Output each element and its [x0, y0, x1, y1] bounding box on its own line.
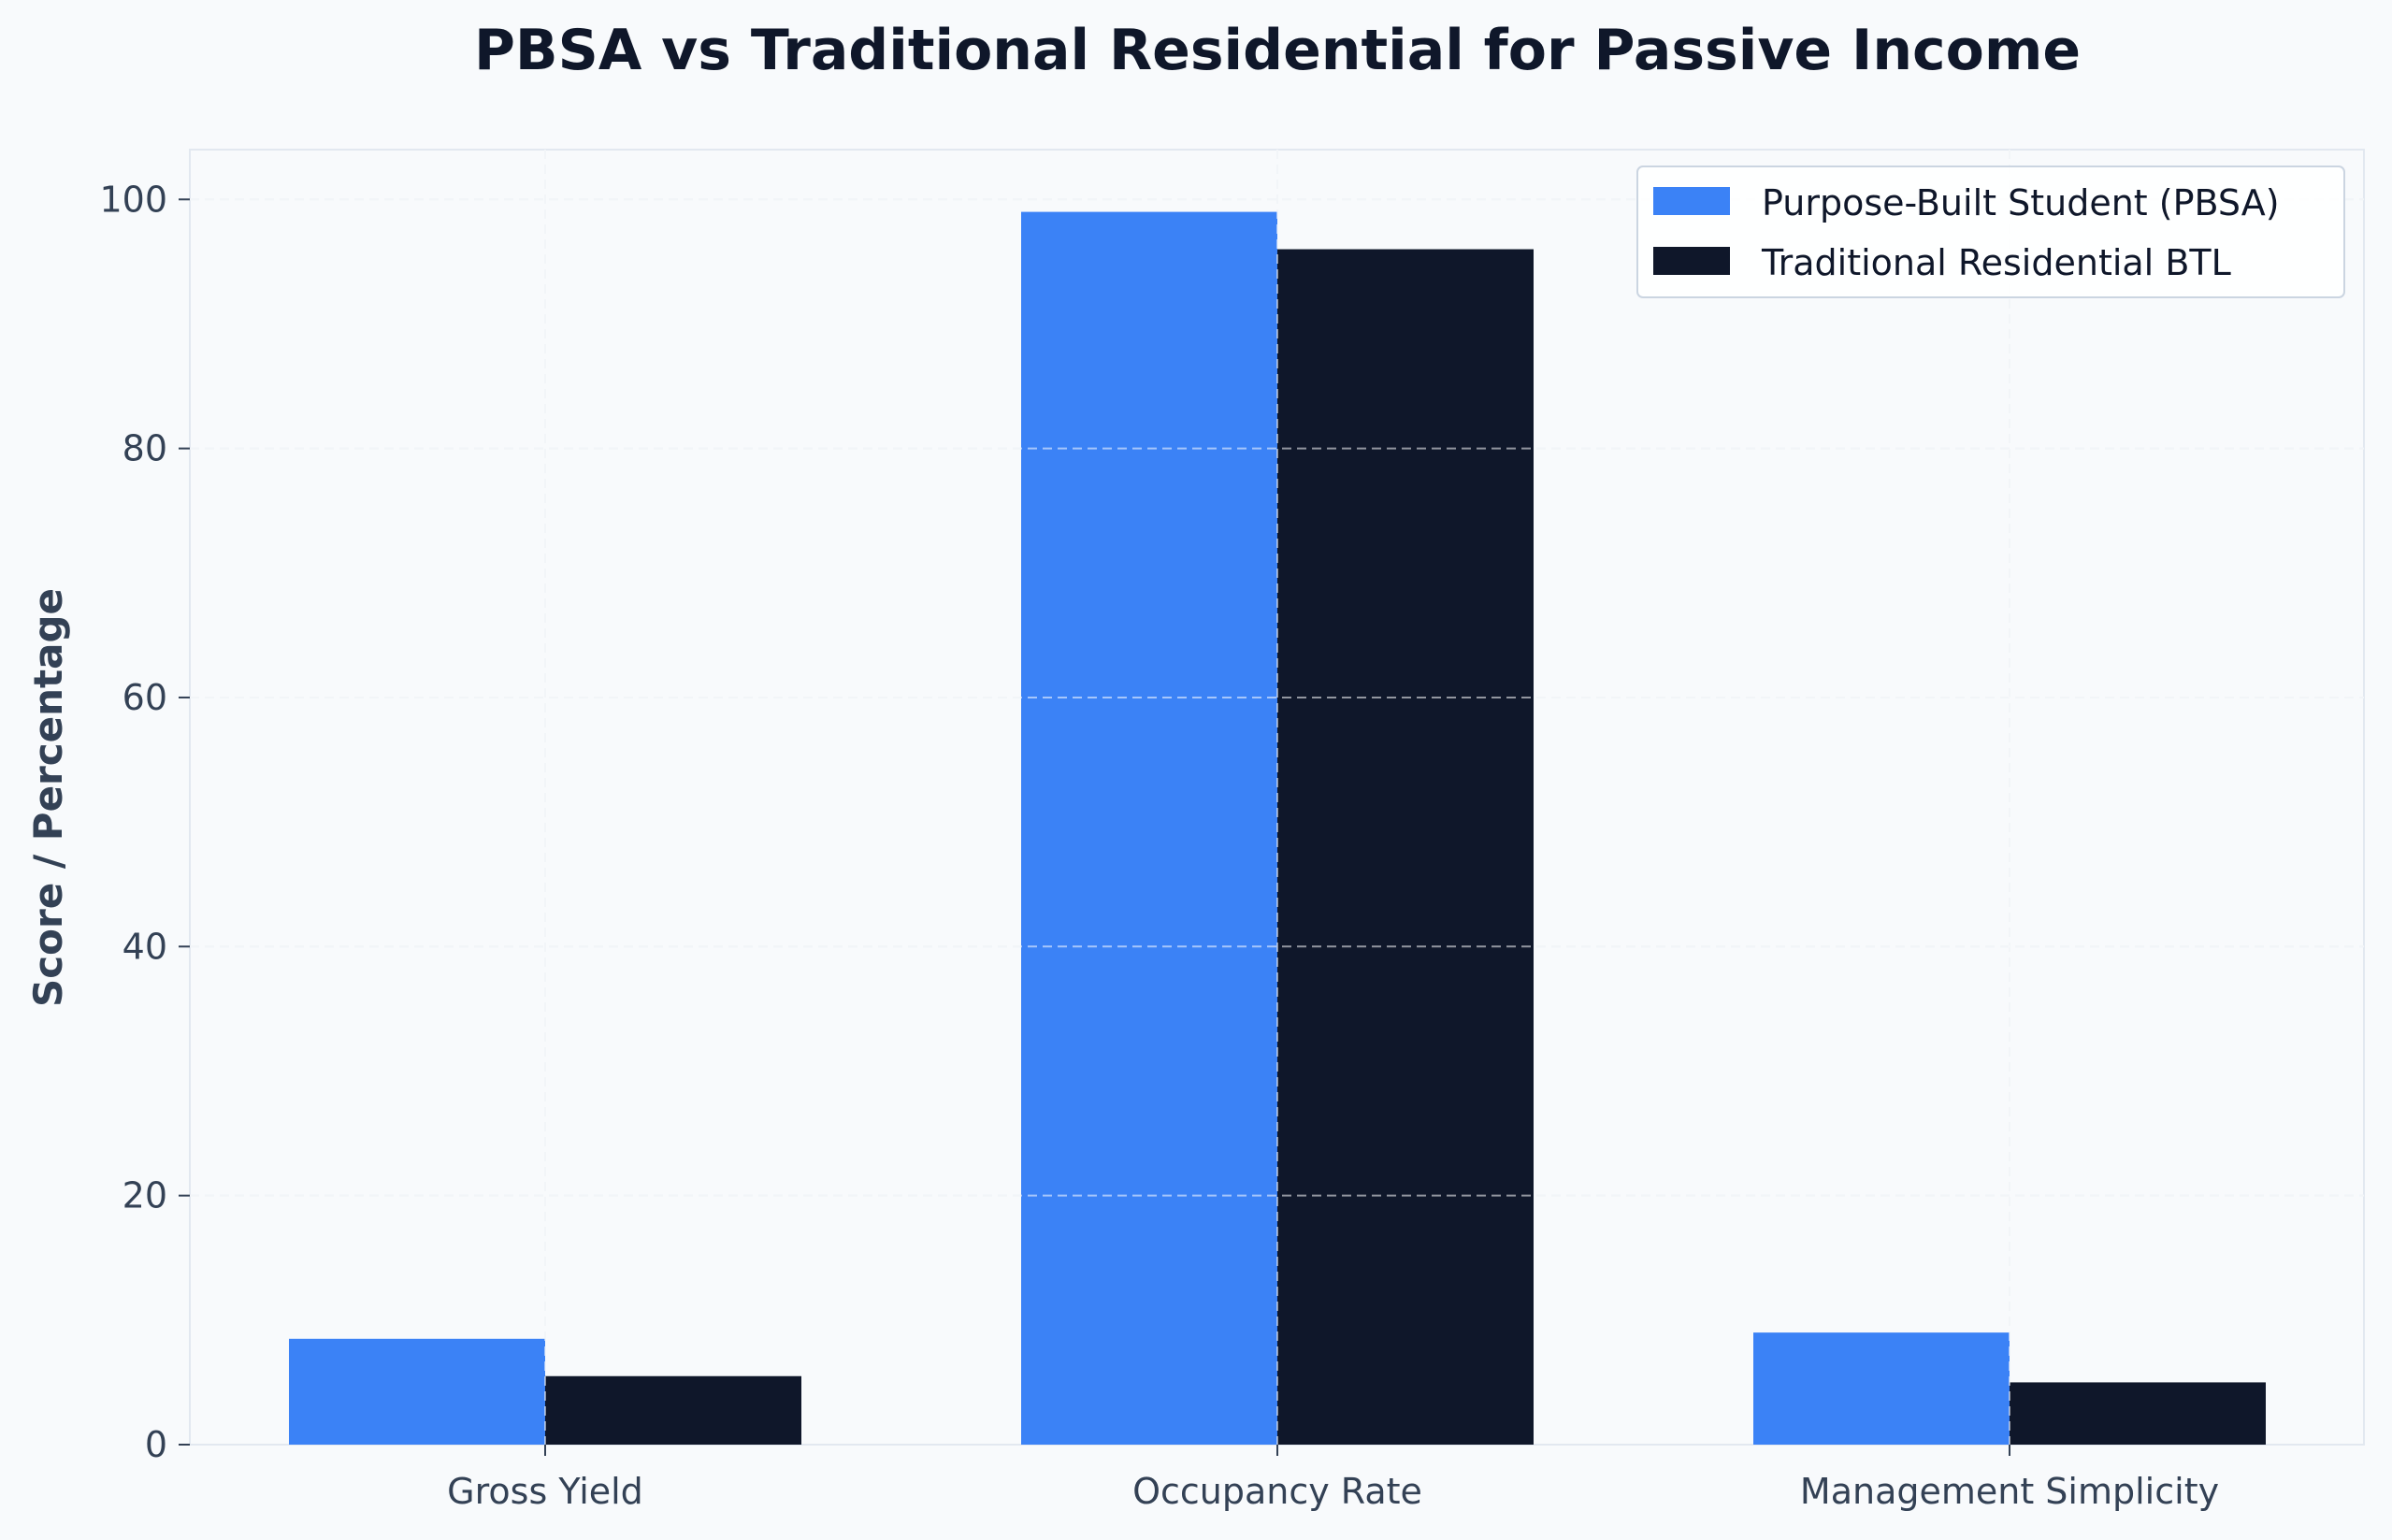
- bar-pbsa-occupancy-rate: [1021, 211, 1277, 1445]
- bar-pbsa-gross-yield: [289, 1338, 545, 1445]
- legend-label-btl: Traditional Residential BTL: [1761, 242, 2231, 283]
- y-tick-label: 40: [122, 926, 167, 967]
- y-ticks: 0 20 40 60 80 100: [99, 179, 190, 1465]
- bar-btl-gross-yield: [545, 1375, 801, 1445]
- legend: Purpose-Built Student (PBSA) Traditional…: [1636, 166, 2345, 298]
- y-tick-label: 20: [122, 1175, 167, 1216]
- y-tick-label: 80: [122, 428, 167, 469]
- bar-btl-occupancy-rate: [1277, 249, 1534, 1445]
- legend-label-pbsa: Purpose-Built Student (PBSA): [1762, 182, 2280, 223]
- legend-swatch-pbsa: [1653, 187, 1730, 215]
- y-tick-label: 60: [122, 677, 167, 718]
- legend-swatch-btl: [1653, 247, 1730, 275]
- chart-title: PBSA vs Traditional Residential for Pass…: [474, 18, 2081, 83]
- x-tick-label: Management Simplicity: [1800, 1471, 2219, 1512]
- x-tick-label: Gross Yield: [447, 1471, 643, 1512]
- bar-pbsa-management-simplicity: [1753, 1332, 2010, 1445]
- y-tick-label: 0: [145, 1424, 167, 1465]
- x-tick-label: Occupancy Rate: [1132, 1471, 1422, 1512]
- legend-box: [1636, 166, 2345, 298]
- y-tick-label: 100: [99, 179, 167, 220]
- bar-btl-management-simplicity: [2010, 1382, 2266, 1445]
- x-ticks: Gross Yield Occupancy Rate Management Simp…: [447, 1445, 2219, 1512]
- y-axis-label: Score / Percentage: [25, 588, 71, 1007]
